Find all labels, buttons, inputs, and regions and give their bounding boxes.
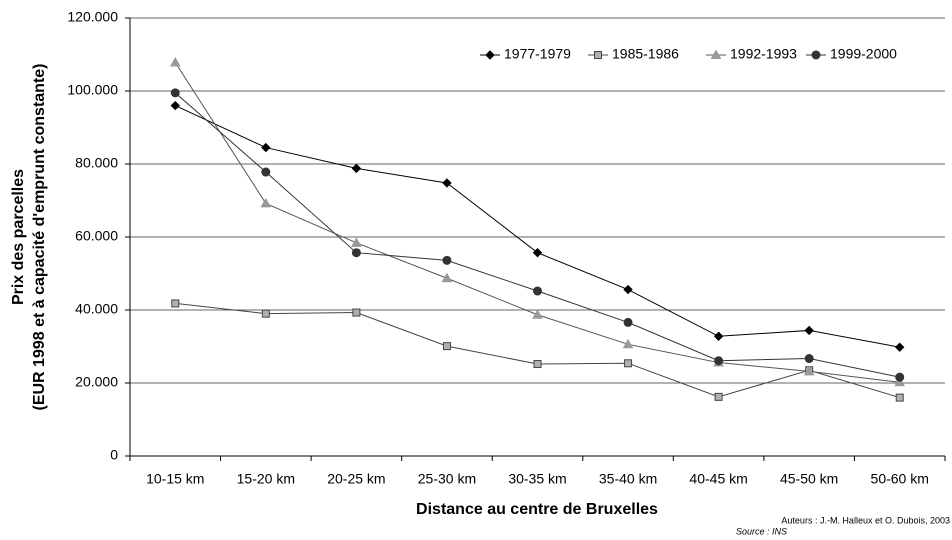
marker xyxy=(261,309,270,318)
series-line xyxy=(174,92,900,378)
x-tick-label: 30-35 km xyxy=(508,471,566,487)
marker xyxy=(442,342,451,351)
marker xyxy=(532,309,543,319)
marker xyxy=(260,197,272,208)
x-tick-label: 50-60 km xyxy=(871,471,929,487)
marker xyxy=(622,338,634,349)
y-tick-label: 40.000 xyxy=(75,301,118,317)
marker xyxy=(894,376,906,387)
y-axis-label: (EUR 1998 et à capacité d'emprunt consta… xyxy=(31,63,48,410)
marker xyxy=(533,360,542,369)
x-tick-label: 40-45 km xyxy=(689,471,747,487)
legend-marker xyxy=(594,51,602,59)
legend-label: 1977-1979 xyxy=(504,46,571,62)
x-tick-label: 10-15 km xyxy=(146,471,204,487)
x-tick-label: 35-40 km xyxy=(599,471,657,487)
y-tick-label: 20.000 xyxy=(75,374,118,390)
legend-marker xyxy=(710,49,722,59)
marker xyxy=(713,331,724,341)
marker xyxy=(895,342,905,352)
marker xyxy=(895,393,904,402)
y-tick-label: 80.000 xyxy=(75,155,118,171)
legend-marker xyxy=(811,50,821,60)
marker xyxy=(169,57,181,67)
x-axis-label: Distance au centre de Bruxelles xyxy=(416,501,658,518)
marker xyxy=(442,255,452,265)
marker xyxy=(623,284,633,295)
y-tick-label: 60.000 xyxy=(75,228,118,244)
y-tick-label: 100.000 xyxy=(67,82,118,98)
marker xyxy=(714,356,724,366)
marker xyxy=(442,178,452,188)
marker xyxy=(714,392,723,401)
marker xyxy=(804,354,814,364)
legend-marker xyxy=(485,50,495,60)
x-tick-label: 15-20 km xyxy=(237,471,295,487)
legend-label: 1992-1993 xyxy=(730,46,797,62)
footnote: Source : INS xyxy=(736,526,787,536)
marker xyxy=(261,142,271,153)
x-tick-label: 45-50 km xyxy=(780,471,838,487)
marker xyxy=(352,308,361,317)
y-tick-label: 120.000 xyxy=(67,9,118,25)
marker xyxy=(803,365,815,376)
y-tick-label: 0 xyxy=(110,447,118,463)
marker xyxy=(170,100,180,111)
marker xyxy=(895,372,905,382)
x-tick-label: 25-30 km xyxy=(418,471,476,487)
marker xyxy=(532,247,543,258)
x-tick-label: 20-25 km xyxy=(327,471,385,487)
marker xyxy=(533,286,542,296)
marker xyxy=(351,163,362,174)
marker xyxy=(171,299,180,308)
marker xyxy=(351,248,361,258)
y-axis-label: Prix des parcelles xyxy=(10,169,27,305)
marker xyxy=(261,167,271,177)
marker xyxy=(441,272,453,283)
marker xyxy=(624,359,633,368)
footnote: Auteurs : J.-M. Halleux et O. Dubois, 20… xyxy=(781,515,950,525)
marker xyxy=(804,325,814,336)
legend-label: 1999-2000 xyxy=(830,46,897,62)
marker xyxy=(170,88,180,98)
series-line xyxy=(174,62,900,383)
marker xyxy=(351,237,362,247)
marker xyxy=(623,317,633,327)
legend-label: 1985-1986 xyxy=(612,46,679,62)
